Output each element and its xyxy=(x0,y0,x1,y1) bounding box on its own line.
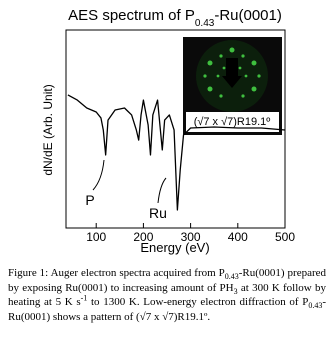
title-text: -Ru(0001) xyxy=(214,7,282,24)
x-tick-label: 100 xyxy=(86,230,106,244)
annotation-arrow xyxy=(157,177,167,204)
annotation-arrow xyxy=(92,159,105,191)
x-tick-label: 400 xyxy=(228,230,248,244)
x-tick-label: 500 xyxy=(275,230,295,244)
plot-frame xyxy=(65,29,286,229)
x-tick-label: 200 xyxy=(133,230,153,244)
chart: AES spectrum of P0.43-Ru(0001) (√7 x √7)… xyxy=(41,7,295,255)
annotation: Ru xyxy=(149,205,167,221)
leed-spots xyxy=(203,47,261,98)
caption-text: -Ru(0001) prepared by exposing Ru(0001) … xyxy=(8,267,326,294)
caption-text: 0.43 xyxy=(308,301,323,311)
caption-text: -1 xyxy=(80,293,88,303)
caption-text: -Ru(0001) shows a pattern of (√7 x √7)R1… xyxy=(8,296,326,323)
title-subscript: 0.43 xyxy=(195,18,215,29)
electron-gun-shadow xyxy=(222,58,242,88)
caption-text: Figure 1: Auger electron spectra acquire… xyxy=(8,267,225,279)
caption-text: to 1300 K. Low-energy electron diffracti… xyxy=(87,296,309,308)
annotation: P xyxy=(85,192,94,208)
chart-title: AES spectrum of P0.43-Ru(0001) xyxy=(68,7,282,29)
caption-text: 0.43 xyxy=(224,272,239,282)
title-text: AES spectrum of P xyxy=(68,7,195,24)
caption-text: at 300 K follow by heating at 5 K s xyxy=(8,281,326,309)
figure-caption: Figure 1: Auger electron spectra acquire… xyxy=(8,266,326,324)
inset: (√7 x √7)R19.1º xyxy=(183,37,282,135)
y-axis-label: dN/dE (Arb. Unit) xyxy=(41,84,55,175)
inset-label: (√7 x √7)R19.1º xyxy=(194,116,271,128)
x-axis-label: Energy (eV) xyxy=(140,240,209,255)
spectrum-line xyxy=(67,94,286,211)
x-tick-label: 300 xyxy=(181,230,201,244)
caption-text: 3 xyxy=(233,286,238,296)
